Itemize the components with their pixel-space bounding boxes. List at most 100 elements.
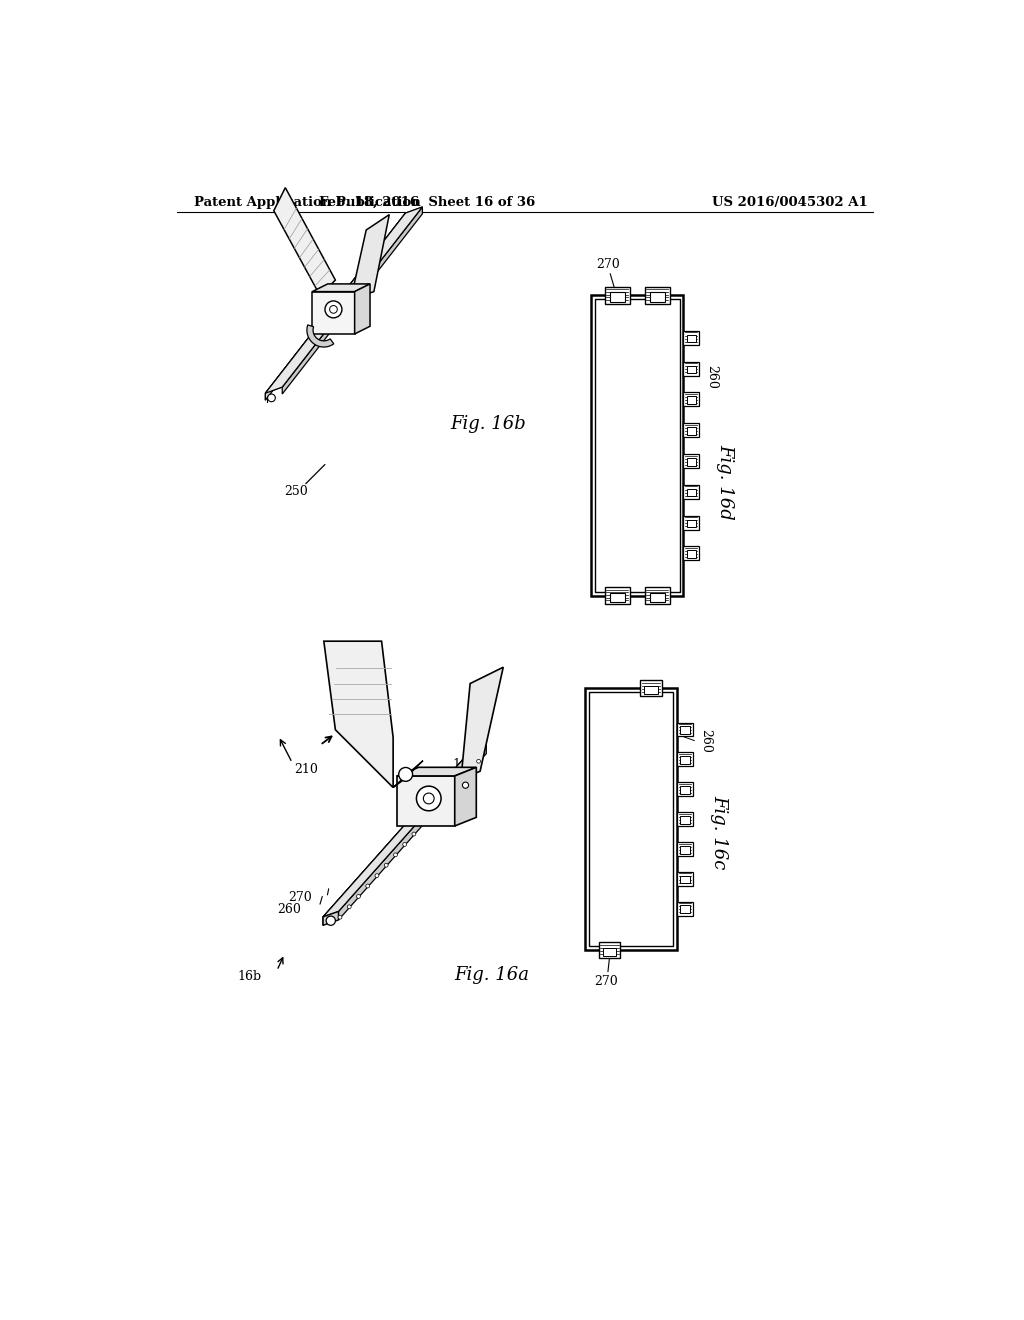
- Polygon shape: [265, 207, 422, 393]
- Polygon shape: [686, 458, 695, 466]
- Circle shape: [398, 767, 413, 781]
- Polygon shape: [680, 846, 689, 854]
- Polygon shape: [609, 293, 625, 302]
- Polygon shape: [407, 808, 431, 824]
- Polygon shape: [683, 454, 698, 469]
- Text: 270: 270: [595, 974, 618, 987]
- Polygon shape: [644, 686, 658, 694]
- Text: 260: 260: [278, 903, 301, 916]
- Polygon shape: [351, 870, 376, 886]
- Text: Fig. 16b: Fig. 16b: [451, 414, 526, 433]
- Polygon shape: [677, 812, 692, 826]
- Polygon shape: [333, 891, 357, 907]
- Polygon shape: [649, 593, 665, 602]
- Polygon shape: [397, 824, 407, 842]
- Polygon shape: [683, 392, 698, 407]
- Polygon shape: [443, 766, 468, 781]
- Polygon shape: [649, 293, 665, 302]
- Polygon shape: [683, 546, 698, 560]
- Circle shape: [430, 812, 434, 816]
- Polygon shape: [339, 744, 486, 920]
- Polygon shape: [323, 902, 348, 917]
- Polygon shape: [265, 213, 406, 400]
- Polygon shape: [686, 366, 695, 374]
- Polygon shape: [416, 797, 440, 813]
- Polygon shape: [394, 213, 406, 234]
- Polygon shape: [308, 323, 319, 345]
- Polygon shape: [407, 813, 416, 832]
- Polygon shape: [330, 290, 357, 310]
- Circle shape: [393, 853, 397, 857]
- Polygon shape: [287, 351, 298, 372]
- Polygon shape: [342, 880, 367, 896]
- Polygon shape: [283, 207, 422, 395]
- Polygon shape: [680, 756, 689, 764]
- Polygon shape: [276, 359, 304, 379]
- Circle shape: [326, 916, 336, 925]
- Polygon shape: [397, 767, 476, 776]
- Circle shape: [449, 791, 453, 795]
- Polygon shape: [323, 907, 333, 925]
- Polygon shape: [370, 854, 379, 874]
- Polygon shape: [455, 767, 476, 826]
- Circle shape: [356, 895, 360, 899]
- Polygon shape: [425, 787, 450, 803]
- Polygon shape: [677, 902, 692, 916]
- Circle shape: [439, 801, 443, 805]
- Polygon shape: [683, 516, 698, 529]
- Circle shape: [347, 906, 351, 908]
- Polygon shape: [683, 424, 698, 437]
- Text: US 2016/0045302 A1: US 2016/0045302 A1: [712, 195, 867, 209]
- Polygon shape: [342, 886, 351, 904]
- Circle shape: [417, 787, 441, 810]
- Polygon shape: [461, 667, 503, 780]
- Polygon shape: [373, 240, 384, 261]
- Polygon shape: [680, 875, 689, 883]
- Polygon shape: [323, 751, 471, 925]
- Circle shape: [402, 842, 407, 846]
- Polygon shape: [683, 331, 698, 345]
- Polygon shape: [686, 335, 695, 342]
- Polygon shape: [680, 816, 689, 824]
- Polygon shape: [677, 871, 692, 886]
- Polygon shape: [683, 484, 698, 499]
- Polygon shape: [677, 842, 692, 855]
- Polygon shape: [362, 255, 373, 276]
- Polygon shape: [333, 896, 342, 915]
- Polygon shape: [298, 331, 326, 351]
- Polygon shape: [388, 834, 397, 853]
- Polygon shape: [416, 803, 425, 821]
- Text: 260: 260: [705, 364, 718, 388]
- Polygon shape: [330, 296, 341, 317]
- Circle shape: [366, 884, 370, 888]
- Polygon shape: [585, 688, 677, 950]
- Circle shape: [384, 863, 388, 867]
- Polygon shape: [273, 187, 336, 296]
- Polygon shape: [645, 587, 670, 605]
- Polygon shape: [397, 818, 422, 834]
- Polygon shape: [609, 593, 625, 602]
- Polygon shape: [605, 286, 630, 304]
- Polygon shape: [677, 752, 692, 767]
- Circle shape: [330, 305, 337, 313]
- Polygon shape: [686, 550, 695, 558]
- Text: Patent Application Publication: Patent Application Publication: [194, 195, 421, 209]
- Polygon shape: [393, 760, 423, 788]
- Polygon shape: [605, 587, 630, 605]
- Polygon shape: [341, 276, 369, 296]
- Polygon shape: [370, 849, 394, 865]
- Text: 16b: 16b: [238, 970, 261, 982]
- Text: 16b: 16b: [453, 758, 476, 771]
- Polygon shape: [351, 215, 389, 300]
- Polygon shape: [360, 865, 370, 884]
- Polygon shape: [323, 744, 486, 917]
- Circle shape: [325, 301, 342, 318]
- Circle shape: [412, 832, 416, 836]
- Polygon shape: [645, 286, 670, 304]
- Polygon shape: [686, 488, 695, 496]
- Polygon shape: [323, 911, 339, 925]
- Polygon shape: [265, 374, 293, 393]
- Polygon shape: [307, 325, 334, 347]
- Polygon shape: [287, 346, 314, 366]
- Polygon shape: [434, 776, 459, 792]
